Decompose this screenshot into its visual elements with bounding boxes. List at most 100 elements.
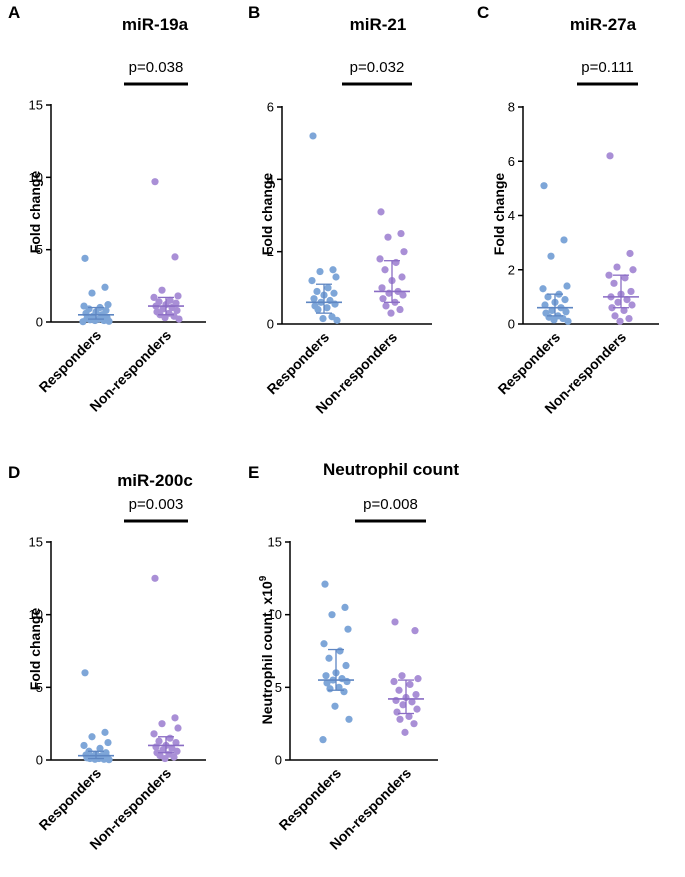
y-axis-label: Fold change — [491, 173, 507, 256]
data-point — [150, 730, 158, 738]
panel-letter: E — [248, 463, 259, 482]
data-point — [171, 714, 179, 722]
data-point — [329, 266, 337, 274]
chart-title: miR-21 — [350, 15, 407, 34]
data-point — [387, 309, 395, 317]
data-point — [330, 289, 338, 297]
data-point — [105, 317, 113, 325]
data-point — [547, 252, 555, 260]
data-point — [81, 254, 89, 262]
y-tick-label: 15 — [29, 98, 43, 113]
series-responders — [306, 132, 342, 324]
data-point — [331, 702, 339, 710]
data-point — [104, 301, 112, 309]
series-non-responders — [603, 152, 639, 325]
y-axis-label: Fold change — [259, 173, 275, 256]
y-tick-label: 15 — [268, 535, 282, 550]
data-point — [382, 302, 390, 310]
y-tick-label: 0 — [508, 317, 515, 332]
y-tick-label: 0 — [36, 315, 43, 330]
data-point — [614, 298, 622, 306]
data-point — [377, 208, 385, 216]
data-point — [561, 295, 569, 304]
data-point — [406, 680, 414, 689]
data-point — [332, 273, 340, 281]
y-tick-label: 10 — [29, 170, 43, 185]
y-axis-label: Fold change — [27, 171, 43, 254]
data-point — [335, 683, 343, 691]
series-non-responders — [374, 208, 410, 317]
data-point — [319, 314, 327, 323]
data-point — [316, 267, 324, 276]
y-tick-label: 5 — [36, 680, 43, 695]
data-point — [605, 271, 613, 279]
data-point — [399, 291, 407, 299]
series-non-responders — [388, 618, 424, 736]
data-point — [410, 720, 418, 728]
data-point — [396, 305, 404, 314]
data-point — [96, 744, 104, 752]
y-tick-label: 0 — [267, 317, 274, 332]
category-label: Responders — [276, 765, 345, 834]
p-value: p=0.008 — [363, 496, 418, 513]
panel-letter: D — [8, 463, 20, 482]
data-point — [328, 313, 336, 321]
data-point — [340, 688, 348, 696]
data-point — [322, 672, 330, 680]
data-point — [81, 669, 89, 677]
y-axis-label: Fold change — [27, 608, 43, 691]
data-point — [390, 677, 398, 686]
data-point — [158, 720, 166, 728]
y-tick-label: 6 — [267, 100, 274, 115]
data-point — [172, 738, 180, 747]
data-point — [627, 287, 635, 296]
data-point — [562, 308, 570, 316]
data-point — [323, 679, 331, 687]
data-point — [314, 305, 322, 314]
data-point — [159, 746, 167, 754]
data-point — [610, 279, 618, 287]
series-responders — [78, 254, 114, 326]
data-point — [104, 738, 112, 747]
data-point — [170, 753, 178, 761]
data-point — [333, 316, 341, 324]
data-point — [401, 728, 409, 736]
data-point — [564, 317, 572, 325]
panel-letter: A — [8, 3, 20, 22]
data-point — [628, 301, 636, 309]
data-point — [310, 295, 318, 303]
series-responders — [537, 182, 573, 325]
data-point — [414, 675, 422, 683]
data-point — [173, 747, 181, 755]
y-tick-label: 4 — [508, 208, 515, 223]
y-tick-label: 15 — [29, 535, 43, 550]
data-point — [105, 756, 113, 764]
chart-title: miR-200c — [117, 471, 193, 490]
data-point — [408, 698, 416, 706]
data-point — [158, 286, 166, 294]
chart-title: miR-27a — [570, 15, 637, 34]
series-non-responders — [148, 178, 184, 323]
data-point — [161, 314, 169, 322]
data-point — [79, 318, 87, 326]
y-tick-label: 4 — [267, 172, 274, 187]
data-point — [396, 715, 404, 723]
data-point — [150, 293, 158, 302]
data-point — [550, 316, 558, 324]
data-point — [324, 284, 332, 292]
data-point — [544, 293, 552, 301]
data-point — [392, 696, 400, 705]
data-point — [560, 236, 568, 244]
data-point — [616, 317, 624, 325]
data-point — [623, 295, 631, 304]
data-point — [173, 306, 181, 315]
data-point — [397, 229, 405, 238]
y-axis-label-superscript: 9 — [258, 575, 269, 581]
y-tick-label: 8 — [508, 100, 515, 115]
data-point — [88, 733, 96, 741]
data-point — [391, 618, 399, 626]
data-point — [344, 625, 352, 633]
data-point — [539, 285, 547, 293]
